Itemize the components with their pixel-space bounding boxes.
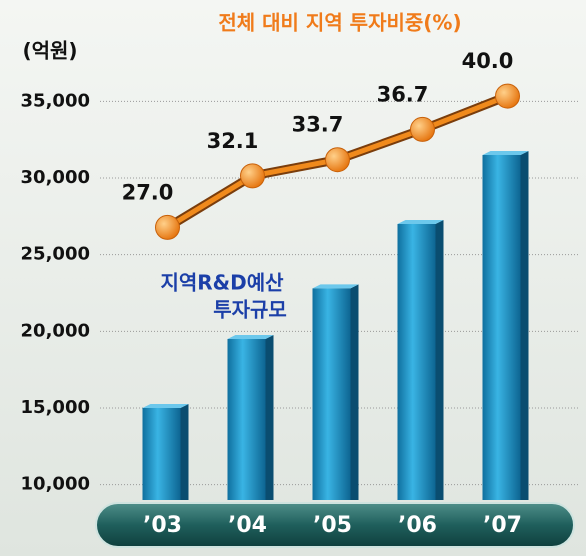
data-label: 33.7 [292,113,344,137]
bar-side [265,335,274,500]
line-marker [410,116,435,142]
data-label: 27.0 [122,180,174,204]
data-label: 40.0 [462,49,514,73]
y-tick-label: 30,000 [21,167,90,188]
bar [482,155,521,500]
bar [142,408,181,500]
y-tick-label: 35,000 [21,90,90,111]
y-axis-label: (억원) [22,39,77,63]
bar-top [142,404,189,408]
x-tick-label: ’04 [228,513,267,538]
data-label: 32.1 [207,129,259,153]
y-tick-label: 15,000 [21,397,90,418]
bar-side [350,284,359,500]
y-tick-label: 20,000 [21,320,90,341]
category-banner [95,502,575,548]
line-marker [240,163,265,189]
y-tick-label: 25,000 [21,244,90,265]
bar-side [180,404,189,500]
line-marker [325,147,350,173]
bar-top [312,284,359,289]
bar [227,339,266,500]
bar-side [520,151,529,500]
bar-side [435,220,444,500]
annotation: 지역R&D예산 [160,271,284,295]
data-label: 36.7 [377,82,429,106]
x-tick-label: ’03 [143,513,182,538]
x-tick-label: ’05 [313,513,352,538]
line-marker [155,214,180,240]
chart-title: 전체 대비 지역 투자비중(%) [218,11,461,35]
bar [312,288,351,500]
line-marker [495,83,520,109]
x-tick-label: ’07 [483,513,522,538]
x-tick-label: ’06 [398,513,437,538]
bar [397,224,436,500]
bar-top [227,335,274,339]
bar-top [397,220,444,224]
annotation: 투자규모 [213,298,287,322]
y-tick-label: 10,000 [21,474,90,495]
bar-top [482,151,529,155]
